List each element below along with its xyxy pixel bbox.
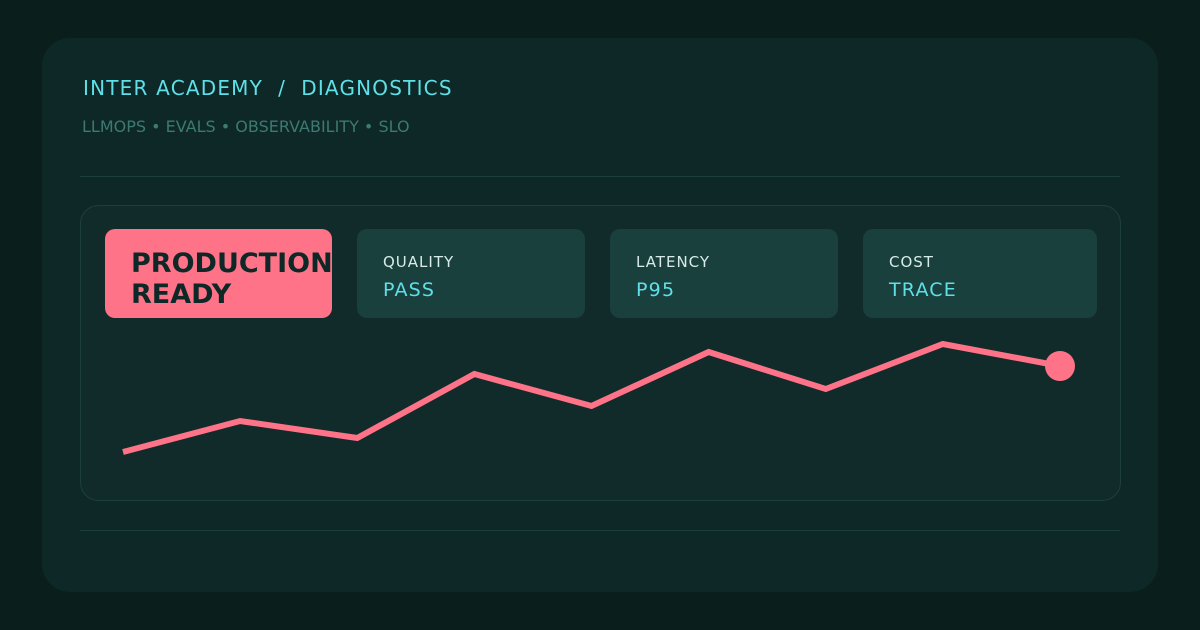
- metric-value: TRACE: [888, 279, 957, 301]
- metric-card: [610, 229, 838, 318]
- metric-label: QUALITY: [383, 253, 454, 271]
- panel: [80, 205, 1121, 501]
- badge-text: PRODUCTION: [131, 248, 333, 279]
- status-badge: [105, 229, 332, 318]
- title: INTER ACADEMY / DIAGNOSTICS: [83, 76, 453, 100]
- trend-endpoint: [1045, 351, 1075, 381]
- subtitle: LLMOPS • EVALS • OBSERVABILITY • SLO: [82, 117, 410, 136]
- trend-line: [122, 340, 1061, 455]
- metric-label: COST: [889, 253, 934, 271]
- metric-label: LATENCY: [636, 253, 710, 271]
- metric-card: [357, 229, 585, 318]
- sparkline: [122, 340, 1075, 455]
- metric-value: PASS: [383, 279, 435, 301]
- metric-card: [863, 229, 1097, 318]
- metrics: QUALITY PASS LATENCY P95 COST TRACE: [357, 229, 1097, 318]
- badge-text: READY: [131, 279, 232, 310]
- metric-value: P95: [636, 279, 675, 301]
